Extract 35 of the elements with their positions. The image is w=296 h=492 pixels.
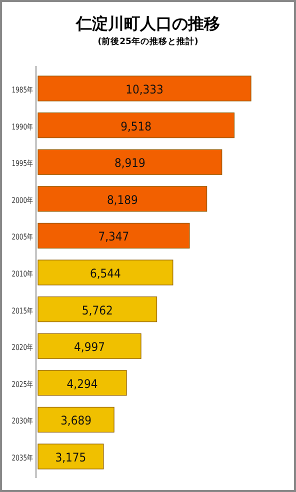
y-tick-label: 1995年 <box>12 158 33 168</box>
data-label: 5,762 <box>82 303 113 318</box>
bar <box>38 76 252 102</box>
data-label: 4,294 <box>66 376 98 391</box>
data-label: 3,689 <box>60 414 92 428</box>
bar <box>38 186 208 212</box>
chart-subtitle: (前後25年の推移と推計) <box>98 36 198 47</box>
y-tick-label: 2020年 <box>12 342 33 352</box>
chart-title: 仁淀川町人口の推移 <box>75 14 220 33</box>
bar <box>38 149 222 175</box>
y-tick-label: 1990年 <box>12 121 33 132</box>
data-label: 8,919 <box>114 156 146 170</box>
bar <box>38 406 114 432</box>
data-label: 4,997 <box>74 340 105 354</box>
bar <box>38 222 190 248</box>
y-tick-label: 2015年 <box>12 305 33 316</box>
data-label: 9,518 <box>120 119 152 134</box>
data-label: 8,189 <box>106 192 138 207</box>
bar <box>38 370 127 396</box>
data-label: 7,347 <box>98 230 130 244</box>
data-label: 10,333 <box>126 82 164 96</box>
bar <box>38 333 142 359</box>
data-label: 6,544 <box>90 266 122 280</box>
bar <box>38 296 158 322</box>
y-tick-label: 2025年 <box>12 378 33 390</box>
bar <box>38 444 104 470</box>
y-tick-label: 2010年 <box>12 268 33 279</box>
y-tick-label: 2005年 <box>12 232 33 242</box>
y-tick-label: 1985年 <box>12 84 33 95</box>
y-tick-label: 2000年 <box>12 194 33 206</box>
bar <box>38 112 234 138</box>
y-tick-label: 2035年 <box>12 452 33 463</box>
data-label: 3,175 <box>55 450 86 464</box>
bar <box>38 260 174 286</box>
y-tick-label: 2030年 <box>12 416 33 426</box>
